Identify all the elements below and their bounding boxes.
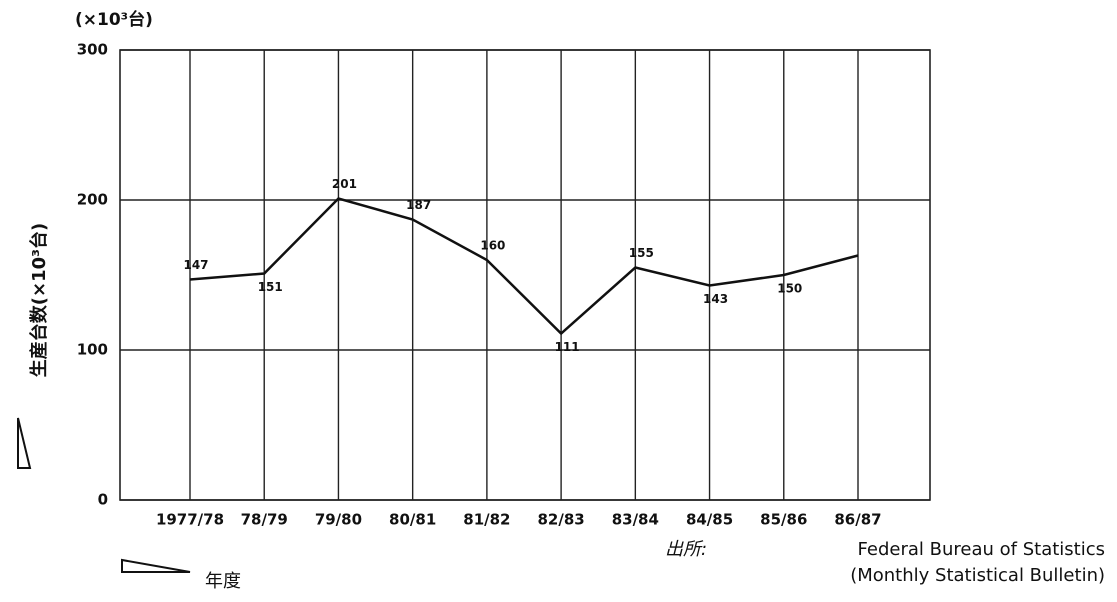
- y-tick-label: 300: [77, 41, 108, 59]
- x-tick-label: 80/81: [389, 511, 436, 529]
- x-tick-label: 84/85: [686, 511, 733, 529]
- y-tick-label: 0: [98, 491, 108, 509]
- data-label: 111: [555, 340, 580, 354]
- data-label: 155: [629, 246, 654, 260]
- x-tick-label: 79/80: [315, 511, 362, 529]
- x-arrow-icon: [121, 558, 191, 573]
- x-tick-label: 1977/78: [156, 511, 224, 529]
- y-arrow-icon: [17, 417, 32, 469]
- data-label: 147: [183, 258, 208, 272]
- y-tick-label: 100: [77, 341, 108, 359]
- data-label: 201: [332, 177, 357, 191]
- data-label: 150: [777, 282, 802, 296]
- x-tick-label: 82/83: [537, 511, 584, 529]
- y-axis-label: 生産台数(×10³台): [28, 223, 50, 377]
- x-tick-label: 78/79: [241, 511, 288, 529]
- source-line: (Monthly Statistical Bulletin): [850, 565, 1105, 586]
- x-tick-label: 86/87: [834, 511, 881, 529]
- unit-label: (×10³台): [75, 9, 153, 30]
- data-label: 151: [258, 280, 283, 294]
- y-tick-label: 200: [77, 191, 108, 209]
- source-line: Federal Bureau of Statistics: [858, 539, 1105, 560]
- x-tick-label: 81/82: [463, 511, 510, 529]
- x-axis-label: 年度: [205, 571, 241, 592]
- data-label: 187: [406, 198, 431, 212]
- line: [189, 197, 859, 336]
- x-tick-label: 83/84: [612, 511, 659, 529]
- data-label: 143: [703, 292, 728, 306]
- data-label: 160: [480, 239, 505, 253]
- source-label: 出所:: [665, 539, 707, 560]
- x-tick-label: 85/86: [760, 511, 807, 529]
